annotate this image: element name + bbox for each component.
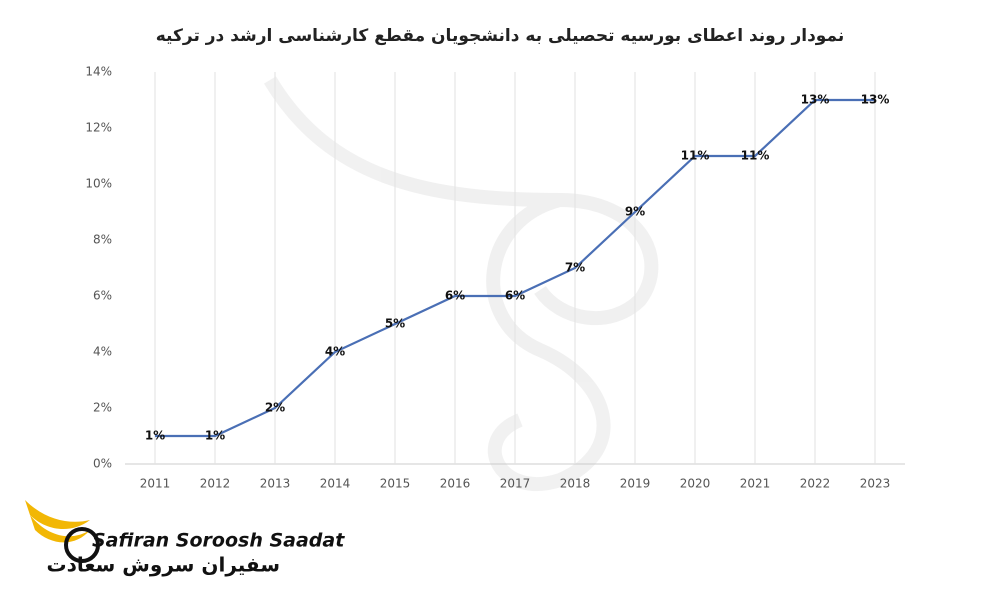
data-label: 9% xyxy=(625,205,645,219)
x-tick-label: 2013 xyxy=(260,477,291,491)
x-tick-label: 2019 xyxy=(620,477,651,491)
x-tick-label: 2012 xyxy=(200,477,231,491)
x-tick-label: 2014 xyxy=(320,477,351,491)
y-tick-label: 8% xyxy=(93,233,112,247)
logo-wing xyxy=(25,500,90,530)
x-tick-label: 2015 xyxy=(380,477,411,491)
data-label: 13% xyxy=(861,93,890,107)
x-tick-label: 2021 xyxy=(740,477,771,491)
logo-wing xyxy=(30,515,90,543)
data-label: 1% xyxy=(145,429,165,443)
data-label: 5% xyxy=(385,317,405,331)
data-label: 2% xyxy=(265,401,285,415)
y-tick-label: 12% xyxy=(85,121,112,135)
x-tick-label: 2016 xyxy=(440,477,471,491)
data-label: 11% xyxy=(741,149,770,163)
data-label: 7% xyxy=(565,261,585,275)
line xyxy=(155,98,875,438)
data-label: 6% xyxy=(505,289,525,303)
y-tick-label: 2% xyxy=(93,401,112,415)
y-tick-label: 6% xyxy=(93,289,112,303)
data-label: 11% xyxy=(681,149,710,163)
y-tick-label: 10% xyxy=(85,177,112,191)
data-label: 1% xyxy=(205,429,225,443)
logo-mark xyxy=(64,527,100,563)
y-tick-label: 0% xyxy=(93,457,112,471)
logo-persian: سفیران سروش سعادت xyxy=(47,553,281,577)
data-label: 13% xyxy=(801,93,830,107)
data-label: 6% xyxy=(445,289,465,303)
x-tick-label: 2022 xyxy=(800,477,831,491)
x-tick-label: 2011 xyxy=(140,477,171,491)
y-tick-label: 14% xyxy=(85,65,112,79)
x-tick-label: 2018 xyxy=(560,477,591,491)
chart-title: نمودار روند اعطای بورسیه تحصیلی به دانشج… xyxy=(156,26,844,46)
logo-latin: Safiran Soroosh Saadat xyxy=(92,530,345,552)
x-tick-label: 2020 xyxy=(680,477,711,491)
watermark xyxy=(263,76,659,492)
x-tick-label: 2023 xyxy=(860,477,891,491)
logo: Safiran Soroosh Saadat سفیران سروش سعادت xyxy=(25,500,345,577)
x-tick-label: 2017 xyxy=(500,477,531,491)
y-tick-label: 4% xyxy=(93,345,112,359)
data-label: 4% xyxy=(325,345,345,359)
